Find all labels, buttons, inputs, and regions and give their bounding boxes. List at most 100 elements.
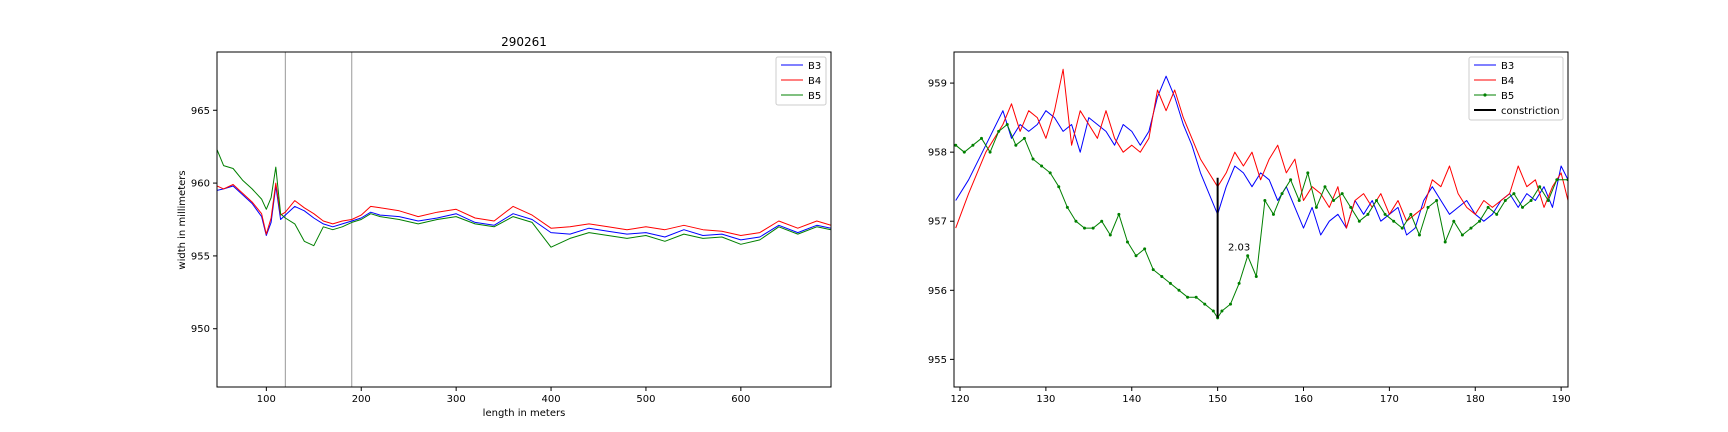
right-chart-panel: 2.03 120 130 140 150 160 170 180 190 9559569579…: [928, 51, 1571, 405]
y-axis-label: width in millimeters: [177, 170, 188, 269]
legend-label-b4: B4: [1501, 76, 1514, 87]
series-point-b5: [1048, 171, 1052, 175]
legend-label-b3: B3: [1501, 61, 1514, 72]
series-point-b5: [1332, 199, 1336, 203]
legend-box: [775, 56, 827, 106]
x-axis-ticks: 100 200 300 400 500 600: [257, 387, 750, 405]
legend-label-b3: B3: [808, 61, 821, 72]
plot-frame: [953, 51, 1569, 388]
series-point-b5: [1040, 164, 1044, 168]
series-point-b5: [1503, 199, 1507, 203]
x-tick-label: 180: [1466, 394, 1485, 405]
legend-marker-b5: [1483, 93, 1487, 97]
series-point-b5: [1409, 212, 1413, 216]
series-line-b4: [217, 182, 831, 236]
y-tick-label: 959: [928, 79, 947, 90]
series-point-b5: [997, 129, 1001, 133]
series-point-b5: [1486, 205, 1490, 209]
series-point-b5: [1435, 199, 1439, 203]
legend-label-b5: B5: [808, 91, 821, 102]
x-tick-label: 160: [1294, 394, 1313, 405]
series-point-b5: [1340, 192, 1344, 196]
series-line-b3: [955, 75, 1568, 236]
series-point-b5: [1555, 178, 1559, 182]
series-point-b5: [954, 143, 958, 147]
y-axis-ticks: 955 956 957 958 959: [928, 79, 954, 366]
y-tick-label: 955: [928, 355, 947, 366]
x-tick-label: 190: [1552, 394, 1571, 405]
series-point-b5: [1538, 185, 1542, 189]
y-tick-label: 957: [928, 217, 947, 228]
series-point-b5: [1306, 171, 1310, 175]
x-tick-label: 500: [636, 394, 655, 405]
series-point-b5: [1289, 178, 1293, 182]
y-tick-label: 955: [191, 251, 210, 262]
series-line-b5: [217, 149, 831, 248]
series-lines: [954, 68, 1568, 320]
series-point-b5: [1460, 233, 1464, 237]
series-point-b5: [1168, 281, 1172, 285]
series-line-b3: [217, 185, 831, 241]
series-point-b5: [971, 143, 975, 147]
series-point-b5: [1031, 157, 1035, 161]
series-point-b5: [1194, 295, 1198, 299]
series-point-b5: [1297, 199, 1301, 203]
series-point-b5: [1529, 199, 1533, 203]
x-axis-label: length in meters: [483, 408, 566, 419]
series-point-b5: [1366, 212, 1370, 216]
x-tick-label: 140: [1122, 394, 1141, 405]
series-point-b5: [1280, 192, 1284, 196]
series-line-b4: [955, 68, 1568, 229]
series-point-b5: [1263, 199, 1267, 203]
series-point-b5: [1022, 136, 1026, 140]
series-point-b5: [1323, 185, 1327, 189]
series-point-b5: [1117, 212, 1121, 216]
series-point-b5: [1014, 143, 1018, 147]
series-point-b5: [1512, 192, 1516, 196]
series-point-b5: [1314, 205, 1318, 209]
x-tick-label: 100: [257, 394, 276, 405]
series-point-b5: [1426, 205, 1430, 209]
series-point-b5: [1134, 254, 1138, 258]
series-point-b5: [1400, 226, 1404, 230]
chart-title: 290261: [501, 35, 547, 49]
series-point-b5: [1375, 199, 1379, 203]
x-tick-label: 400: [541, 394, 560, 405]
series-lines: [217, 149, 831, 248]
series-point-b5: [1452, 219, 1456, 223]
x-tick-label: 120: [950, 394, 969, 405]
series-point-b5: [1005, 123, 1009, 127]
series-point-b5: [1520, 205, 1524, 209]
series-point-b5: [1229, 302, 1233, 306]
series-point-b5: [1357, 219, 1361, 223]
legend: B3 B4 B5: [775, 56, 827, 106]
series-point-b5: [1203, 302, 1207, 306]
series-point-b5: [1417, 233, 1421, 237]
legend: B3 B4 B5 constriction: [1468, 56, 1564, 121]
series-point-b5: [1392, 219, 1396, 223]
series-point-b5: [1254, 274, 1258, 278]
series-point-b5: [1271, 212, 1275, 216]
series-point-b5: [988, 150, 992, 154]
x-tick-label: 300: [447, 394, 466, 405]
series-point-b5: [1383, 212, 1387, 216]
series-point-b5: [1151, 268, 1155, 272]
series-point-b5: [1125, 240, 1129, 244]
series-point-b5: [1478, 219, 1482, 223]
series-point-b5: [1546, 199, 1550, 203]
series-point-b5: [1177, 288, 1181, 292]
series-point-b5: [1211, 309, 1215, 313]
series-point-b5: [1186, 295, 1190, 299]
x-tick-label: 150: [1208, 394, 1227, 405]
y-axis-ticks: 950 955 960 965: [191, 106, 217, 335]
series-point-b5: [1469, 226, 1473, 230]
series-point-b5: [1100, 219, 1104, 223]
series-point-b5: [1220, 309, 1224, 313]
x-tick-label: 600: [731, 394, 750, 405]
series-point-b5: [1091, 226, 1095, 230]
series-point-b5: [979, 136, 983, 140]
plot-frame: [216, 51, 832, 388]
series-point-b5: [1083, 226, 1087, 230]
series-point-b5: [1074, 219, 1078, 223]
legend-label-b5: B5: [1501, 91, 1514, 102]
